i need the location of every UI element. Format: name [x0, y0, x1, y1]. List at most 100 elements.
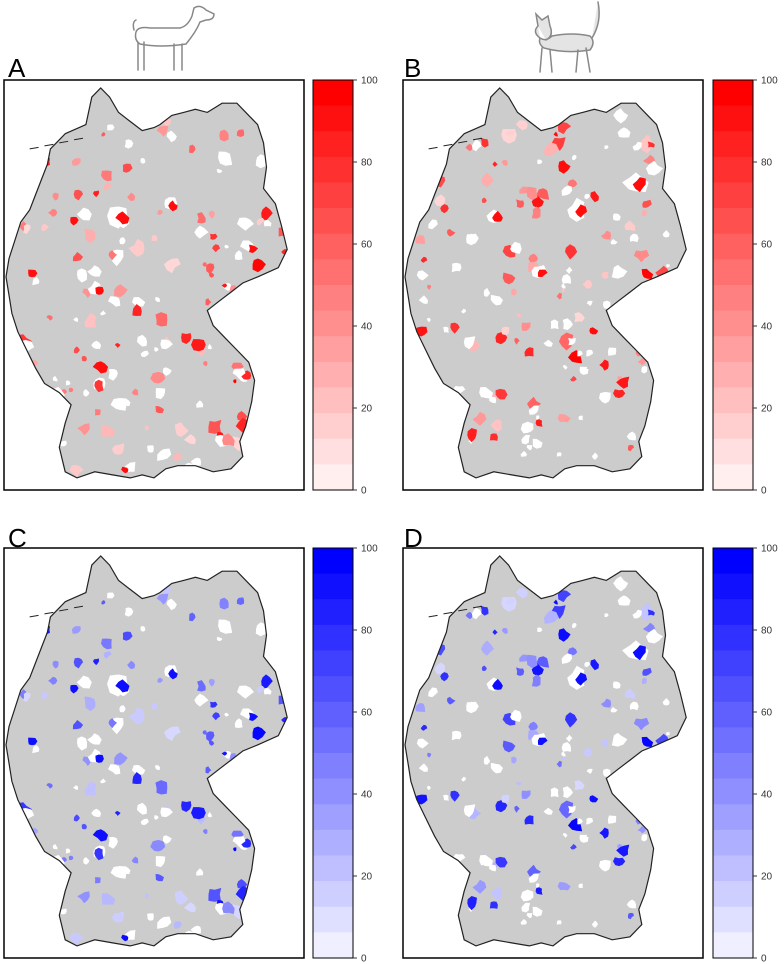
district-no-data: [561, 185, 572, 196]
district-no-data: [426, 317, 431, 323]
color-scale-step: [313, 336, 353, 363]
district-value: [95, 286, 104, 295]
district-value: [210, 701, 218, 708]
district-no-data: [155, 297, 160, 302]
district-value: [616, 844, 630, 857]
color-scale-step: [313, 361, 353, 388]
district-value: [420, 724, 428, 731]
district-value: [70, 216, 79, 226]
district-no-data: [586, 817, 594, 825]
district-value: [222, 433, 235, 446]
district-no-data: [645, 160, 664, 176]
island: [458, 140, 468, 144]
district-no-data: [428, 219, 438, 230]
district-no-data: [568, 806, 576, 814]
district-value: [261, 206, 273, 222]
district-value: [521, 322, 531, 331]
district-value: [481, 640, 494, 656]
district-no-data: [428, 687, 438, 698]
district-value: [168, 668, 178, 680]
color-scale-step: [313, 650, 353, 677]
district-value: [465, 611, 473, 620]
scale-tick-label: 80: [761, 626, 773, 637]
map-panel-a: A 100 80 60 40 20 0: [3, 5, 378, 497]
district-no-data: [59, 440, 67, 447]
district-value: [642, 677, 647, 684]
color-scale-step: [313, 80, 353, 107]
district-no-data: [73, 317, 79, 322]
district-no-data: [461, 308, 466, 314]
district-value: [132, 304, 142, 316]
district-value: [531, 674, 541, 687]
district-value: [440, 672, 449, 682]
district-value: [519, 186, 529, 194]
district-no-data: [166, 598, 177, 611]
district-no-data: [532, 906, 543, 917]
district-no-data: [565, 266, 573, 275]
district-value: [212, 244, 221, 253]
district-no-data: [194, 693, 209, 707]
district-value: [553, 599, 558, 605]
district-no-data: [528, 873, 539, 883]
color-scale-frame: [312, 547, 354, 959]
district-no-data: [232, 368, 246, 379]
district-value: [101, 132, 106, 137]
district-value: [601, 271, 609, 279]
district-value: [624, 220, 636, 232]
district-value: [524, 347, 534, 357]
district-value: [181, 801, 192, 812]
color-scale-step: [313, 599, 353, 626]
district-value: [202, 262, 208, 267]
district-no-data: [65, 380, 71, 386]
district-no-data: [617, 127, 631, 138]
panel-letter: B: [404, 53, 421, 83]
district-value: [492, 678, 503, 690]
district-value: [127, 192, 136, 202]
district-value: [73, 346, 80, 354]
district-no-data: [32, 745, 40, 754]
district-value: [68, 387, 74, 393]
district-value: [236, 879, 248, 889]
district-value: [502, 272, 516, 285]
district-no-data: [207, 811, 212, 818]
district-value: [208, 419, 222, 434]
district-value: [440, 204, 449, 214]
district-value: [495, 388, 508, 400]
district-no-data: [610, 707, 618, 713]
color-scale-step: [713, 778, 753, 805]
color-scale-step: [313, 182, 353, 209]
district-value: [495, 800, 508, 813]
district-value: [526, 654, 538, 669]
district-no-data: [451, 262, 462, 273]
district-value: [92, 361, 109, 374]
district-value: [73, 814, 80, 822]
scale-tick-label: 80: [361, 626, 373, 637]
district-no-data: [604, 613, 609, 618]
district-no-data: [83, 857, 90, 865]
district-no-data: [526, 444, 533, 451]
district-no-data: [157, 448, 172, 461]
scale-tick-label: 100: [761, 76, 778, 87]
island: [29, 146, 39, 150]
district-value: [95, 754, 104, 763]
district-value: [632, 645, 646, 661]
district-value: [46, 315, 53, 321]
district-value: [415, 702, 426, 712]
district-value: [205, 298, 212, 306]
district-no-data: [520, 919, 527, 925]
district-no-data: [463, 804, 476, 818]
district-value: [121, 934, 129, 942]
color-scale-step: [713, 906, 753, 933]
district-no-data: [599, 391, 611, 404]
district-value: [108, 250, 117, 261]
district-value: [511, 288, 517, 296]
district-no-data: [216, 636, 223, 642]
district-value: [639, 136, 655, 154]
district-value: [205, 766, 212, 774]
district-value: [181, 333, 192, 344]
district-no-data: [479, 855, 493, 867]
district-no-data: [561, 751, 566, 757]
district-no-data: [629, 701, 639, 711]
district-value: [155, 874, 164, 882]
district-value: [70, 684, 79, 694]
